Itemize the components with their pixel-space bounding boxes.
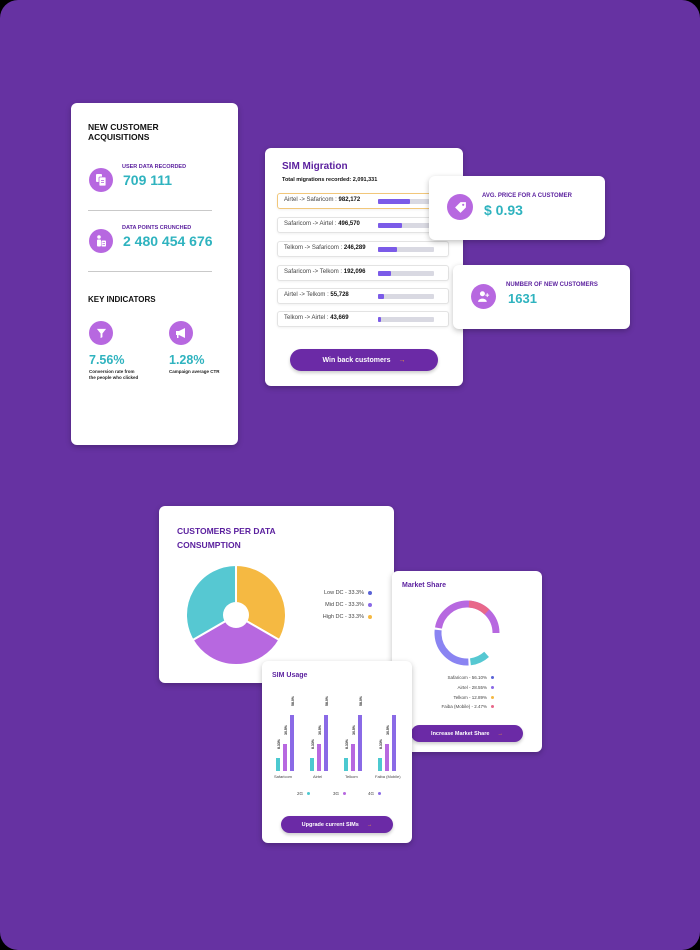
ctr-value: 1.28% bbox=[169, 353, 205, 367]
acquisitions-title: NEW CUSTOMER ACQUISITIONS bbox=[88, 122, 159, 142]
legend-item: Low DC - 33.3% bbox=[324, 590, 372, 596]
bar-3g bbox=[283, 744, 287, 771]
increase-market-share-button[interactable]: Increase Market Share → bbox=[411, 725, 523, 742]
arrow-right-icon: → bbox=[398, 356, 406, 364]
new-customers-value: 1631 bbox=[508, 291, 537, 306]
bar-2g bbox=[344, 758, 348, 771]
key-indicators-title: KEY INDICATORS bbox=[88, 295, 156, 304]
legend-dot bbox=[368, 590, 372, 595]
sim-usage-card: SIM Usage 8.33% 30.5% 58.0% 8.33% 30.5% … bbox=[262, 661, 412, 843]
bar-3g bbox=[317, 744, 321, 771]
market-share-title: Market Share bbox=[402, 582, 446, 589]
legend-item: Airtel - 28.55% bbox=[457, 685, 494, 690]
migration-row[interactable]: Airtel -> Safaricom : 982,172 bbox=[277, 193, 449, 209]
data-consumption-pie-chart bbox=[185, 564, 287, 666]
arrow-right-icon: → bbox=[366, 821, 373, 828]
acquisitions-card: NEW CUSTOMER ACQUISITIONS USER DATA RECO… bbox=[71, 103, 238, 445]
x-axis-label: Airtel bbox=[313, 774, 323, 779]
x-axis-label: Telkom bbox=[345, 774, 358, 779]
megaphone-icon bbox=[169, 321, 193, 345]
legend-dot bbox=[368, 602, 372, 607]
user-data-value: 709 111 bbox=[123, 172, 173, 188]
legend-item: Mid DC - 33.3% bbox=[325, 602, 372, 608]
migration-row[interactable]: Telkom -> Safaricom : 246,289 bbox=[277, 241, 449, 257]
add-user-icon bbox=[471, 284, 496, 309]
arrow-right-icon: → bbox=[497, 730, 503, 737]
migration-row[interactable]: Safaricom -> Airtel : 496,570 bbox=[277, 217, 449, 233]
upgrade-sims-button[interactable]: Upgrade current SIMs → bbox=[281, 816, 393, 833]
bar-4g bbox=[358, 715, 362, 771]
bar-2g bbox=[276, 758, 280, 771]
sim-usage-bar-chart: 8.33% 30.5% 58.0% 8.33% 30.5% 58.0% 8.33… bbox=[274, 696, 404, 771]
migration-bar bbox=[378, 247, 434, 252]
bar-4g bbox=[392, 715, 396, 771]
bar-2g bbox=[310, 758, 314, 771]
migration-bar bbox=[378, 317, 434, 322]
legend-item: Telkom - 12.89% bbox=[453, 695, 494, 700]
legend-item: High DC - 33.3% bbox=[323, 614, 372, 620]
migration-row[interactable]: Telkom -> Airtel : 43,669 bbox=[277, 311, 449, 327]
conversion-rate-caption: Conversion rate from the people who clic… bbox=[89, 369, 139, 380]
divider bbox=[88, 210, 212, 211]
documents-icon bbox=[89, 168, 113, 192]
data-points-label: DATA POINTS CRUNCHED bbox=[122, 225, 192, 231]
bar-3g bbox=[351, 744, 355, 771]
funnel-icon bbox=[89, 321, 113, 345]
price-tag-icon bbox=[447, 194, 473, 220]
bar-4g bbox=[290, 715, 294, 771]
new-customers-card: NUMBER OF NEW CUSTOMERS 1631 bbox=[453, 265, 630, 329]
x-axis-label: Safaricom bbox=[274, 774, 293, 779]
bar-4g bbox=[324, 715, 328, 771]
migration-row[interactable]: Safaricom -> Telkom : 192,096 bbox=[277, 265, 449, 281]
divider bbox=[88, 271, 212, 272]
legend-dot bbox=[368, 614, 372, 619]
avg-price-label: AVG. PRICE FOR A CUSTOMER bbox=[482, 193, 573, 199]
sim-usage-title: SIM Usage bbox=[272, 672, 308, 679]
avg-price-value: $ 0.93 bbox=[484, 202, 523, 218]
total-migrations: Total migrations recorded: 2,091,331 bbox=[282, 177, 378, 183]
conversion-rate-value: 7.56% bbox=[89, 353, 125, 367]
market-share-donut-chart bbox=[434, 600, 500, 666]
migration-row[interactable]: Airtel -> Telkom : 55,728 bbox=[277, 288, 449, 304]
market-share-card: Market Share Safaricom - 56.10% Airtel -… bbox=[392, 571, 542, 752]
legend-item: 2G bbox=[297, 791, 311, 796]
new-customers-label: NUMBER OF NEW CUSTOMERS bbox=[506, 282, 598, 288]
migration-bar bbox=[378, 271, 434, 276]
legend-item: 3G bbox=[333, 791, 347, 796]
migration-bar bbox=[378, 223, 434, 228]
legend-item: Faiba (Mobile) - 2.47% bbox=[441, 704, 494, 709]
user-data-icon bbox=[89, 229, 113, 253]
ctr-caption: Campaign average CTR bbox=[169, 369, 220, 374]
sim-migration-card: SIM Migration Total migrations recorded:… bbox=[265, 148, 463, 386]
migration-bar bbox=[378, 294, 434, 299]
x-axis-label: Faiba (Mobile) bbox=[375, 774, 401, 779]
data-consumption-title: CUSTOMERS PER DATA CONSUMPTION bbox=[177, 526, 276, 550]
bar-2g bbox=[378, 758, 382, 771]
migration-bar bbox=[378, 199, 434, 204]
bar-3g bbox=[385, 744, 389, 771]
data-points-value: 2 480 454 676 bbox=[123, 233, 213, 249]
avg-price-card: AVG. PRICE FOR A CUSTOMER $ 0.93 bbox=[429, 176, 605, 240]
legend-item: Safaricom - 56.10% bbox=[447, 675, 494, 680]
user-data-label: USER DATA RECORDED bbox=[122, 164, 187, 170]
data-consumption-card: CUSTOMERS PER DATA CONSUMPTION Low DC - … bbox=[159, 506, 394, 683]
sim-migration-title: SIM Migration bbox=[282, 161, 348, 172]
win-back-customers-button[interactable]: Win back customers → bbox=[290, 349, 438, 371]
legend-item: 4G bbox=[368, 791, 382, 796]
